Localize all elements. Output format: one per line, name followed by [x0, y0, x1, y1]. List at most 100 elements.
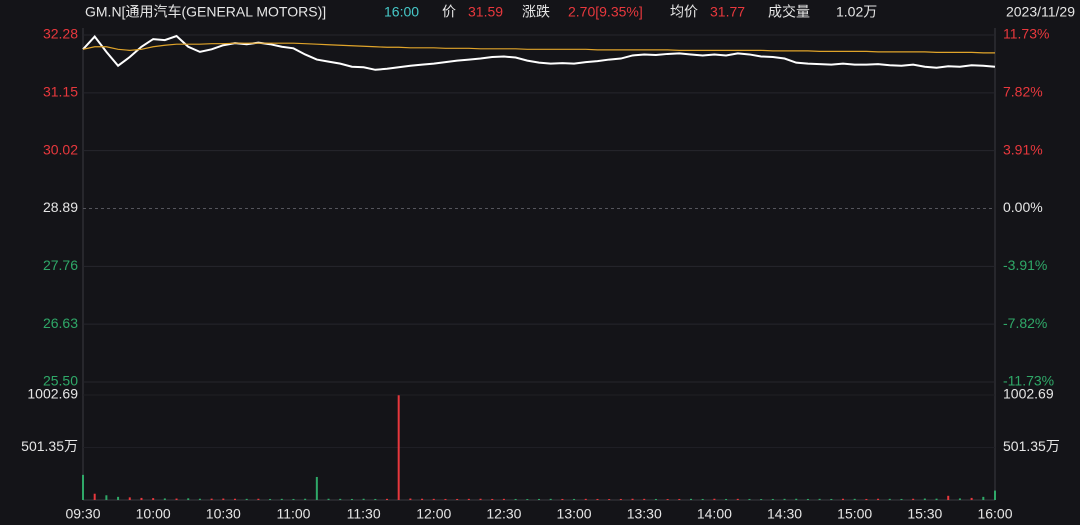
- volume-bar: [877, 498, 880, 500]
- volume-bar: [421, 498, 424, 500]
- volume-bar: [900, 498, 903, 500]
- volume-bar: [327, 498, 330, 500]
- volume-bar: [701, 498, 704, 500]
- y2-tick-label: -3.91%: [1003, 257, 1047, 273]
- x-tick-label: 10:00: [136, 506, 171, 522]
- volume-bar: [783, 498, 786, 500]
- volume-bar: [970, 497, 973, 500]
- y-tick-label: 32.28: [43, 26, 78, 42]
- volume-bar: [374, 498, 377, 500]
- y-tick-label: 28.89: [43, 199, 78, 215]
- volume-bar: [257, 498, 260, 500]
- volume-bar: [678, 498, 681, 500]
- x-tick-label: 15:30: [907, 506, 942, 522]
- change-label: 涨跌: [522, 4, 550, 20]
- volume-bar: [234, 498, 236, 500]
- change-value: 2.70[9.35%]: [568, 4, 643, 20]
- volume-bar: [210, 498, 213, 500]
- x-tick-label: 16:00: [977, 506, 1012, 522]
- y-tick-label: 25.50: [43, 373, 78, 389]
- y2-tick-label: 7.82%: [1003, 84, 1043, 100]
- volume-bar: [771, 498, 774, 500]
- volume-bar: [350, 498, 353, 500]
- volume-bar: [117, 496, 120, 500]
- volume-bar: [923, 498, 926, 500]
- volume-tick-label-right: 501.35万: [1003, 438, 1060, 454]
- x-tick-label: 13:00: [557, 506, 592, 522]
- avg-label: 均价: [670, 4, 698, 20]
- volume-bar: [105, 495, 108, 500]
- y2-tick-label: 3.91%: [1003, 141, 1043, 157]
- volume-bar: [514, 498, 517, 500]
- volume-bar: [163, 498, 166, 500]
- volume-bar: [573, 498, 576, 500]
- y-tick-label: 26.63: [43, 315, 78, 331]
- x-tick-label: 11:00: [276, 506, 310, 522]
- price-label: 价: [442, 4, 456, 20]
- x-tick-label: 13:30: [627, 506, 662, 522]
- volume-bar: [491, 498, 494, 500]
- volume-bar: [631, 498, 634, 500]
- volume-bar: [152, 498, 155, 500]
- volume-bar: [502, 498, 505, 500]
- volume-bar: [853, 498, 856, 500]
- volume-bar: [222, 498, 225, 500]
- volume-bar: [538, 498, 540, 500]
- x-tick-label: 09:30: [65, 506, 100, 522]
- volume-bar: [549, 498, 552, 500]
- x-tick-label: 11:30: [347, 506, 381, 522]
- volume-bar: [269, 498, 272, 500]
- volume-bar: [888, 498, 891, 500]
- volume-bar: [748, 498, 751, 500]
- volume-bar: [806, 498, 809, 500]
- header-time: 16:00: [384, 4, 419, 20]
- volume-bar: [456, 498, 459, 500]
- y2-tick-label: 0.00%: [1003, 199, 1043, 215]
- x-tick-label: 12:00: [416, 506, 451, 522]
- x-tick-label: 14:00: [697, 506, 732, 522]
- x-tick-label: 12:30: [486, 506, 521, 522]
- volume-bar: [479, 498, 482, 500]
- y-tick-label: 27.76: [43, 257, 78, 273]
- volume-bar: [561, 498, 564, 500]
- volume-bar: [526, 499, 529, 500]
- header-date: 2023/11/29: [1006, 4, 1075, 20]
- y2-tick-label: 11.73%: [1003, 26, 1049, 42]
- volume-bar: [795, 498, 798, 500]
- y2-tick-label: -7.82%: [1003, 315, 1047, 331]
- x-tick-label: 10:30: [206, 506, 241, 522]
- volume-bar: [304, 498, 307, 500]
- volume-bar: [339, 498, 342, 500]
- volume-bar: [619, 498, 622, 500]
- volume-bar: [315, 476, 318, 500]
- volume-bar: [760, 499, 763, 500]
- volume-bar: [175, 498, 178, 500]
- y-tick-label: 30.02: [43, 141, 78, 157]
- volume-bar: [643, 498, 646, 500]
- volume-bar: [93, 493, 96, 500]
- volume-bar: [386, 498, 388, 500]
- volume-bar: [362, 498, 365, 500]
- volume-bar: [935, 498, 938, 500]
- volume-tick-label-right: 1002.69: [1003, 386, 1054, 402]
- volume-bar: [947, 495, 950, 500]
- volume-bar: [82, 474, 84, 500]
- volume-bar: [198, 498, 201, 500]
- y-tick-label: 31.15: [43, 84, 78, 100]
- volume-bar: [409, 498, 412, 500]
- volume-bar: [982, 496, 985, 500]
- volume-bar: [596, 498, 599, 500]
- volume-bar: [292, 498, 295, 500]
- x-tick-label: 14:30: [767, 506, 802, 522]
- volume-bar: [280, 498, 283, 500]
- volume-bar: [654, 498, 657, 500]
- volume-value: 1.02万: [836, 4, 877, 20]
- ticker-title: GM.N[通用汽车(GENERAL MOTORS)]: [85, 4, 326, 20]
- volume-tick-label: 1002.69: [27, 386, 78, 402]
- volume-bar: [912, 498, 915, 500]
- volume-bar: [818, 498, 821, 500]
- price-value: 31.59: [468, 4, 503, 20]
- volume-bar: [666, 499, 669, 500]
